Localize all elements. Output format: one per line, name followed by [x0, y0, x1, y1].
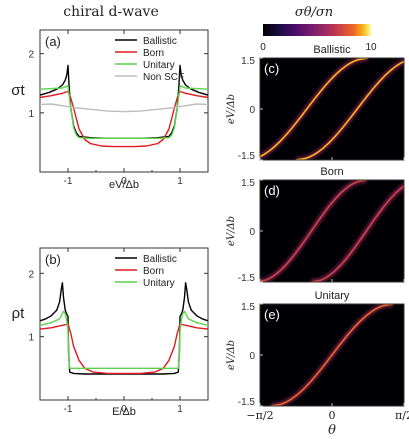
series-line-unitary [39, 310, 209, 369]
series-line-ballistic [39, 282, 209, 375]
x-tick-label: 0 [329, 409, 336, 422]
y-axis-label: σt [11, 82, 25, 99]
x-axis-label: θ [328, 423, 336, 438]
panel-letter: (e) [264, 307, 280, 322]
y-tick-label: -1.5 [238, 397, 256, 408]
x-tick-label: π/2 [395, 409, 409, 422]
colorbar-label: σθ/σn [295, 5, 333, 20]
panel-letter: (c) [264, 61, 279, 76]
x-tick-label: 1 [177, 404, 183, 415]
legend-label: Non SCF [143, 72, 184, 83]
figure-title: chiral d-wave [63, 4, 159, 20]
y-tick-label: 0 [249, 105, 255, 116]
x-tick-label: -1 [64, 404, 73, 415]
x-tick-label: 0 [121, 404, 127, 415]
panel-a: -1 0 1 1 2 eV/Δb σt (a) BallisticBornUnitaryNon … [11, 29, 209, 191]
colorbar-tick-0: 0 [260, 42, 266, 53]
heatmap-title: Born [320, 166, 343, 178]
series-line-born [39, 323, 209, 375]
x-tick-label: -1 [64, 176, 73, 187]
panel-d: Born (d) 1.5 0 -1.5 eV/Δb [226, 166, 405, 284]
legend-label: Ballistic [143, 36, 177, 47]
panel-letter: (a) [45, 34, 61, 49]
y-tick-label: 1.5 [241, 178, 255, 189]
heatmap-content [260, 180, 404, 282]
y-tick-label: 1.5 [241, 302, 255, 313]
heatmap-background [260, 58, 404, 160]
series-line-born [39, 90, 209, 148]
legend-label: Unitary [143, 278, 175, 289]
y-tick-label: 2 [28, 269, 34, 280]
y-axis-label: ρt [12, 305, 26, 322]
y-tick-label: 1 [28, 109, 34, 120]
y-axis-label: eV/Δb [226, 340, 237, 370]
heatmap-title: Ballistic [313, 44, 351, 56]
x-axis-label: E/Δb [112, 406, 136, 418]
heatmap-ridge [311, 185, 404, 282]
x-axis-label: eV/Δb [109, 179, 139, 191]
y-tick-label: -1.5 [238, 151, 256, 162]
legend-label: Ballistic [143, 254, 177, 265]
panel-letter: (d) [264, 183, 280, 198]
series-line-unitary [39, 84, 209, 139]
panel-c: Ballistic (c) 1.5 0 -1.5 eV/Δb [226, 44, 405, 162]
y-tick-label: -1.5 [238, 273, 256, 284]
y-tick-label: 0 [249, 351, 255, 362]
y-tick-label: 1 [28, 333, 34, 344]
panel-e: Unitary (e) 1.5 0 -1.5 eV/Δb −π/2 0 π/2 θ [226, 290, 409, 438]
series-line-non-scf [39, 103, 209, 113]
x-tick-label: 1 [177, 176, 183, 187]
colorbar [263, 24, 371, 36]
x-tick-label: −π/2 [246, 409, 273, 422]
y-axis-label: eV/Δb [226, 94, 237, 124]
x-tick-label: 0 [121, 176, 127, 187]
legend-label: Born [143, 48, 164, 59]
y-axis-label: eV/Δb [226, 216, 237, 246]
y-tick-label: 1.5 [241, 56, 255, 67]
heatmap-content [260, 58, 404, 160]
colorbar-tick-10: 10 [365, 42, 377, 53]
heatmap-ridge [270, 304, 394, 406]
heatmap-ridge [295, 60, 404, 160]
panel-letter: (b) [45, 252, 61, 267]
heatmap-content [270, 304, 394, 406]
heatmap-title: Unitary [315, 290, 350, 302]
y-tick-label: 2 [28, 50, 34, 61]
heatmap-ridge [260, 58, 369, 158]
heatmap-ridge [260, 180, 367, 282]
legend-label: Born [143, 266, 164, 277]
y-tick-label: 0 [249, 227, 255, 238]
legend-label: Unitary [143, 60, 175, 71]
